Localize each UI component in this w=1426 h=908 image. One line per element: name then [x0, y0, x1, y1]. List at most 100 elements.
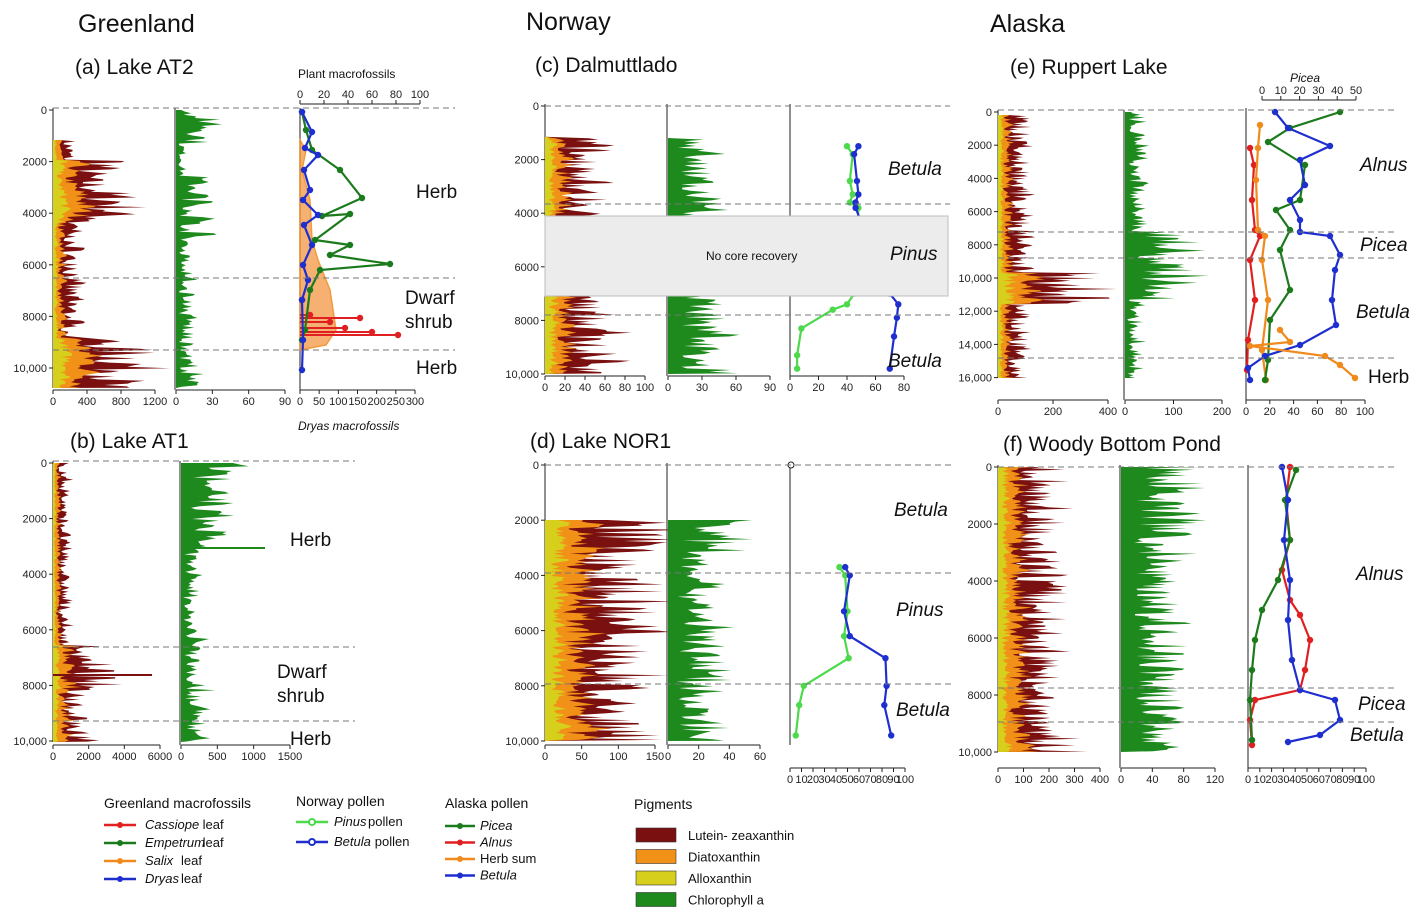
- zone-e-herb: Herb: [1368, 367, 1409, 388]
- legend-norway-label: Pinus: [334, 814, 367, 829]
- panel-d-pinus-point: [840, 632, 848, 640]
- x-tick-label: 60: [730, 382, 742, 394]
- panel-e-herb-point: [1261, 232, 1269, 240]
- panel-d-betula-point: [842, 563, 849, 571]
- panel-f-picea-point: [1251, 636, 1259, 644]
- x-tick-label: 80: [1178, 774, 1190, 786]
- panel-f-picea-point: [1286, 536, 1294, 544]
- panel-e-herb-point: [1254, 144, 1262, 152]
- legend-greenland-marker: [117, 840, 123, 846]
- panel-e-herb-late-point: [1286, 338, 1294, 346]
- panel-e-betula-point: [1332, 321, 1340, 329]
- x-tick-label: 30: [696, 382, 708, 394]
- age-tick-label: 0: [533, 460, 539, 472]
- panel-e-chlorophyll: [1125, 112, 1209, 378]
- panel-f-picea-point: [1248, 736, 1256, 744]
- panel-b-pigment-diatoxanthin: [53, 463, 83, 742]
- age-tick-label: 4000: [968, 576, 992, 588]
- panel-e-alnus-point: [1246, 144, 1254, 152]
- zone-d-pinus: Pinus: [896, 600, 944, 621]
- x-tick-label: 0: [1243, 406, 1249, 418]
- panel-c-pinus-point: [849, 191, 856, 198]
- panel-e-betula-point: [1326, 142, 1334, 150]
- x-tick-label: 300: [1065, 774, 1083, 786]
- panel-e-betula-point: [1301, 181, 1309, 189]
- panel-e-betula-point: [1326, 232, 1334, 240]
- panel-d-pinus-point: [836, 563, 843, 571]
- x-tick-label: 20: [807, 774, 819, 786]
- x-tick-label: 60: [1313, 774, 1325, 786]
- x-tick-label: 50: [313, 396, 325, 408]
- legend-greenland-marker: [117, 876, 123, 882]
- legend-norway-suffix: pollen: [368, 814, 403, 829]
- legend-greenland-label: Dryas: [145, 871, 179, 886]
- age-tick-label: 4000: [515, 570, 539, 582]
- panel-e-betula-point: [1336, 251, 1344, 259]
- panel-c-pigment-alloxanthin: [545, 106, 561, 374]
- panel-a-empetrum-point: [358, 194, 366, 202]
- panel-f-alnus-point: [1301, 666, 1309, 674]
- panel-e-herb-point: [1256, 121, 1264, 129]
- zone-d-betula-top: Betula: [894, 500, 948, 521]
- age-tick-label: 2000: [23, 157, 47, 169]
- panel-a-dryas-point: [300, 221, 308, 229]
- panel-e-picea-point: [1264, 138, 1272, 146]
- top-tick-label: 0: [1259, 85, 1265, 97]
- zone-b-shrub: shrub: [277, 686, 325, 707]
- panel-a-cassiope-point: [394, 331, 402, 339]
- panel-f-picea-point: [1258, 606, 1266, 614]
- panel-d-pinus-point: [845, 655, 852, 662]
- panel-a-empetrum-point: [306, 286, 314, 294]
- legend-greenland-label: Salix: [145, 853, 174, 868]
- panel-d-chlorophyll: [668, 520, 753, 741]
- x-tick-label: 200: [1040, 774, 1058, 786]
- panel-d-pinus-point: [792, 732, 799, 739]
- legend-pigment-swatch: [635, 892, 677, 907]
- panel-e-pigment-lutein: [998, 115, 1117, 378]
- panel-c-betula-point: [886, 365, 893, 372]
- age-tick-label: 10,000: [13, 736, 47, 748]
- panel-e-picea-point: [1266, 316, 1274, 324]
- panel-d-pinus-line: [794, 566, 850, 736]
- greenland-title: Greenland: [78, 10, 195, 38]
- legend-pigment-swatch: [635, 827, 677, 843]
- x-tick-label: 0: [1118, 774, 1124, 786]
- panel-c-betula-point: [895, 301, 902, 308]
- x-tick-label: 100: [609, 751, 627, 763]
- panel-a-chlorophyll: [176, 110, 222, 388]
- panel-a-dryas-point: [298, 108, 306, 116]
- plant-macrofossils-label: Plant macrofossils: [298, 67, 395, 81]
- age-tick-label: 0: [533, 101, 539, 113]
- x-tick-label: 200: [1044, 406, 1062, 418]
- panel-f-picea-point: [1246, 696, 1254, 704]
- panel-e-alnus-point: [1244, 336, 1252, 344]
- age-tick-label: 4000: [23, 208, 47, 220]
- legend-alaska-marker: [457, 823, 463, 829]
- age-tick-label: 8000: [968, 240, 992, 252]
- panel-d-pinus-point: [796, 701, 803, 709]
- zone-a-shrub: shrub: [405, 312, 453, 333]
- panel-e-picea-point: [1261, 376, 1269, 384]
- x-tick-label: 2000: [76, 751, 100, 763]
- x-tick-label: 0: [787, 774, 793, 786]
- panel-a-empetrum-point: [311, 236, 319, 244]
- x-tick-label: 0: [1122, 406, 1128, 418]
- panel-a-pigment-lutein: [53, 140, 170, 388]
- zone-a-dwarf: Dwarf: [405, 288, 455, 309]
- x-tick-label: 90: [279, 396, 291, 408]
- panel-e-picea-point: [1296, 196, 1304, 204]
- x-tick-label: 0: [787, 382, 793, 394]
- panel-e-herb-line: [1254, 124, 1270, 381]
- x-tick-label: 60: [599, 382, 611, 394]
- panel-e-herb-point: [1252, 176, 1260, 184]
- age-tick-label: 6000: [968, 633, 992, 645]
- panel-b-title: (b) Lake AT1: [70, 430, 189, 453]
- x-tick-label: 80: [1335, 406, 1347, 418]
- x-tick-label: 4000: [112, 751, 136, 763]
- x-tick-label: 20: [559, 382, 571, 394]
- legend-greenland-marker: [117, 822, 123, 828]
- top-tick-label: 10: [1275, 85, 1287, 97]
- panel-e-picea-line: [1263, 110, 1341, 381]
- panel-c-pinus-point: [843, 143, 851, 150]
- x-tick-label: 20: [1265, 774, 1277, 786]
